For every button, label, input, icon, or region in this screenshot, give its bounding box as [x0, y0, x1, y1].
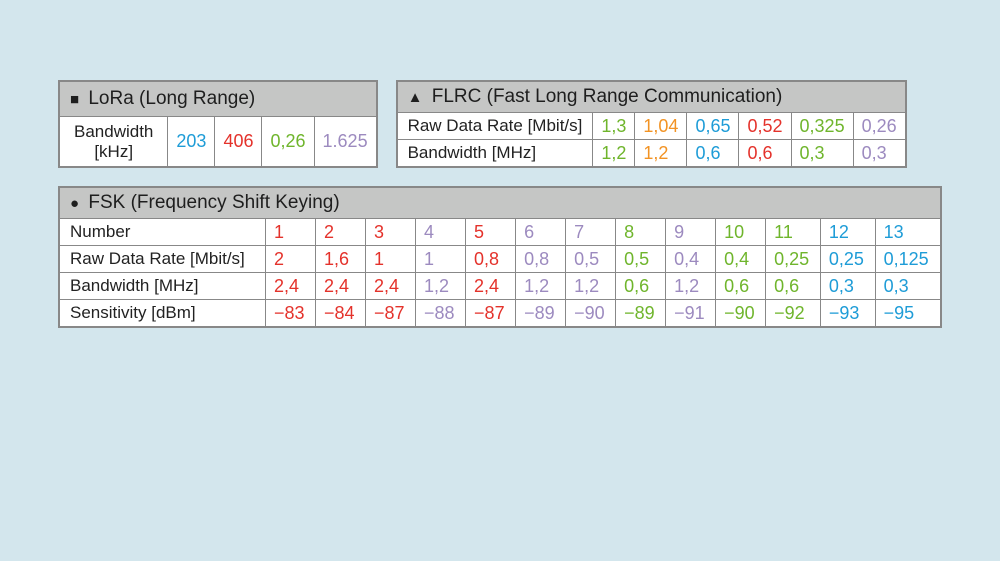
fsk-cell: −93: [820, 300, 875, 328]
flrc-cell: 0,6: [739, 140, 791, 168]
fsk-cell: 0,5: [616, 246, 666, 273]
flrc-cell: 1,2: [593, 140, 635, 168]
lora-row: Bandwidth [kHz] 203 406 0,26 1.625: [59, 117, 377, 167]
flrc-table: ▲ FLRC (Fast Long Range Communication) R…: [396, 80, 907, 168]
flrc-row: Raw Data Rate [Mbit/s] 1,3 1,04 0,65 0,5…: [397, 113, 906, 140]
fsk-cell: 6: [516, 219, 566, 246]
fsk-cell: 1,2: [566, 273, 616, 300]
lora-cell: 203: [168, 117, 215, 167]
fsk-title: FSK (Frequency Shift Keying): [88, 192, 339, 213]
flrc-cell: 1,3: [593, 113, 635, 140]
fsk-cell: 0,25: [766, 246, 821, 273]
lora-row-label: Bandwidth [kHz]: [59, 117, 168, 167]
flrc-cell: 1,2: [635, 140, 687, 168]
flrc-title: FLRC (Fast Long Range Communication): [432, 86, 783, 107]
fsk-cell: −95: [875, 300, 941, 328]
fsk-cell: −88: [416, 300, 466, 328]
fsk-cell: 8: [616, 219, 666, 246]
flrc-row: Bandwidth [MHz] 1,2 1,2 0,6 0,6 0,3 0,3: [397, 140, 906, 168]
fsk-cell: 2: [316, 219, 366, 246]
fsk-row-label: Bandwidth [MHz]: [59, 273, 265, 300]
fsk-cell: 2,4: [316, 273, 366, 300]
fsk-cell: 1,2: [666, 273, 716, 300]
fsk-cell: 0,5: [566, 246, 616, 273]
fsk-cell: −90: [716, 300, 766, 328]
fsk-cell: 9: [666, 219, 716, 246]
fsk-cell: 3: [366, 219, 416, 246]
fsk-row: Bandwidth [MHz]2,42,42,41,22,41,21,20,61…: [59, 273, 941, 300]
lora-table: ■ LoRa (Long Range) Bandwidth [kHz] 203 …: [58, 80, 378, 168]
flrc-header: ▲ FLRC (Fast Long Range Communication): [397, 81, 906, 113]
fsk-cell: 0,125: [875, 246, 941, 273]
fsk-cell: −89: [616, 300, 666, 328]
fsk-cell: 0,8: [466, 246, 516, 273]
flrc-cell: 0,6: [687, 140, 739, 168]
fsk-cell: 0,6: [766, 273, 821, 300]
fsk-cell: 4: [416, 219, 466, 246]
fsk-header: ● FSK (Frequency Shift Keying): [59, 187, 941, 219]
fsk-cell: 0,6: [716, 273, 766, 300]
triangle-icon: ▲: [408, 89, 423, 106]
fsk-cell: 0,6: [616, 273, 666, 300]
circle-icon: ●: [70, 195, 79, 212]
lora-header: ■ LoRa (Long Range): [59, 81, 377, 117]
fsk-cell: 1,2: [516, 273, 566, 300]
fsk-cell: 0,3: [875, 273, 941, 300]
fsk-cell: 7: [566, 219, 616, 246]
fsk-cell: 2,4: [265, 273, 315, 300]
fsk-cell: −90: [566, 300, 616, 328]
fsk-cell: 12: [820, 219, 875, 246]
fsk-cell: −91: [666, 300, 716, 328]
flrc-cell: 0,3: [853, 140, 906, 168]
flrc-cell: 0,65: [687, 113, 739, 140]
lora-title: LoRa (Long Range): [88, 88, 255, 109]
flrc-cell: 0,52: [739, 113, 791, 140]
fsk-cell: 1: [366, 246, 416, 273]
flrc-row-label: Raw Data Rate [Mbit/s]: [397, 113, 593, 140]
fsk-row: Raw Data Rate [Mbit/s]21,6110,80,80,50,5…: [59, 246, 941, 273]
fsk-cell: 1: [265, 219, 315, 246]
fsk-cell: 0,8: [516, 246, 566, 273]
fsk-row-label: Raw Data Rate [Mbit/s]: [59, 246, 265, 273]
fsk-row: Sensitivity [dBm]−83−84−87−88−87−89−90−8…: [59, 300, 941, 328]
fsk-cell: 5: [466, 219, 516, 246]
fsk-table: ● FSK (Frequency Shift Keying) Number123…: [58, 186, 942, 328]
flrc-cell: 0,26: [853, 113, 906, 140]
lora-cell: 1.625: [314, 117, 377, 167]
lora-cell: 0,26: [262, 117, 314, 167]
fsk-cell: 10: [716, 219, 766, 246]
fsk-cell: −89: [516, 300, 566, 328]
fsk-cell: 1,6: [316, 246, 366, 273]
fsk-row-label: Number: [59, 219, 265, 246]
square-icon: ■: [70, 91, 79, 108]
flrc-cell: 0,325: [791, 113, 853, 140]
lora-cell: 406: [215, 117, 262, 167]
fsk-row: Number12345678910111213: [59, 219, 941, 246]
fsk-cell: 1: [416, 246, 466, 273]
fsk-cell: 11: [766, 219, 821, 246]
flrc-cell: 0,3: [791, 140, 853, 168]
fsk-cell: 0,4: [666, 246, 716, 273]
flrc-cell: 1,04: [635, 113, 687, 140]
fsk-cell: 0,25: [820, 246, 875, 273]
fsk-cell: −87: [466, 300, 516, 328]
fsk-cell: −92: [766, 300, 821, 328]
fsk-cell: 13: [875, 219, 941, 246]
fsk-cell: 0,4: [716, 246, 766, 273]
fsk-cell: 2: [265, 246, 315, 273]
fsk-cell: 2,4: [366, 273, 416, 300]
flrc-row-label: Bandwidth [MHz]: [397, 140, 593, 168]
fsk-cell: 0,3: [820, 273, 875, 300]
fsk-row-label: Sensitivity [dBm]: [59, 300, 265, 328]
fsk-cell: −84: [316, 300, 366, 328]
fsk-cell: 2,4: [466, 273, 516, 300]
fsk-cell: 1,2: [416, 273, 466, 300]
fsk-cell: −87: [366, 300, 416, 328]
fsk-cell: −83: [265, 300, 315, 328]
